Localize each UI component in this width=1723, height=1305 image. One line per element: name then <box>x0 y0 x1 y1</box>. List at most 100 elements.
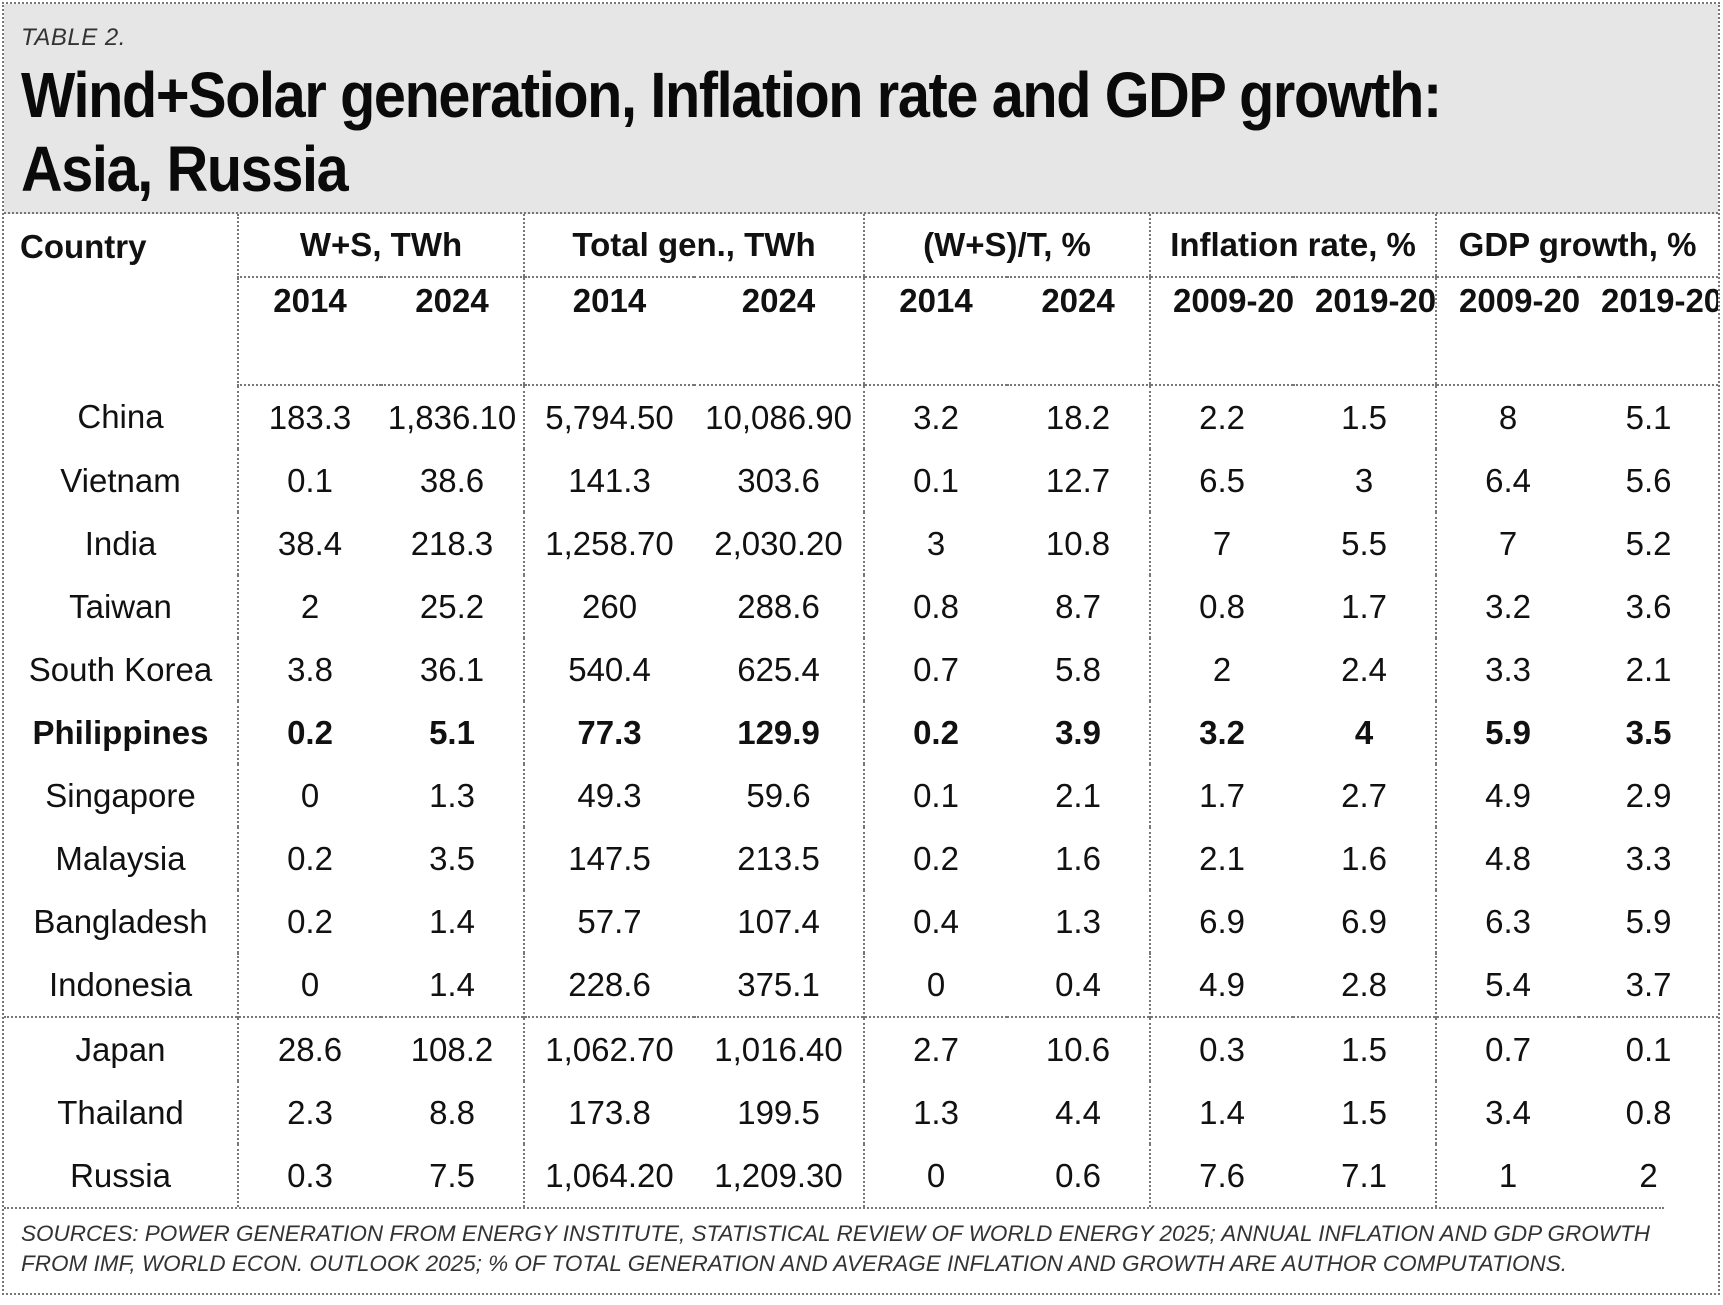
title-line-2: Asia, Russia <box>21 133 349 205</box>
table-row: Thailand 2.3 8.8 173.8 199.5 1.3 4.4 1.4 1.5 3.4 0… <box>4 1081 1718 1144</box>
value-cell: 0.1 <box>863 764 1008 827</box>
value-cell: 1 <box>1435 1144 1580 1207</box>
value-cell: 38.4 <box>237 512 381 575</box>
value-cell: 5.6 <box>1625 461 1672 499</box>
col-group-gdp: GDP growth, % <box>1435 214 1719 278</box>
col-header-country: Country <box>20 228 147 265</box>
value-cell: 228.6 <box>523 953 695 1017</box>
value-cell: 5.9 <box>1625 902 1672 940</box>
country-cell: Philippines <box>32 713 209 751</box>
value-cell: 0.2 <box>237 890 381 953</box>
table-body: China 183.3 1,836.10 5,794.50 10,086.90 3.2 18… <box>4 385 1719 1207</box>
value-cell: 4 <box>1354 713 1374 751</box>
value-cell: 6.3 <box>1435 890 1580 953</box>
value-cell: 1.3 <box>863 1081 1008 1144</box>
value-cell: 107.4 <box>737 902 820 940</box>
table-row: Russia 0.3 7.5 1,064.20 1,209.30 0 0.6 7.6 7.1 1 2 <box>4 1144 1718 1207</box>
value-cell: 3.7 <box>1625 965 1672 1003</box>
col-year: 2009-2018 <box>1149 277 1294 386</box>
value-cell: 0.2 <box>863 827 1008 890</box>
value-cell: 7.6 <box>1149 1144 1294 1207</box>
value-cell: 7 <box>1435 512 1580 575</box>
table-row: South Korea 3.8 36.1 540.4 625.4 0.7 5.8 2 2.4 3.… <box>4 638 1718 701</box>
value-cell: 8.8 <box>429 1093 475 1131</box>
col-year: 2019-2024 <box>1579 277 1719 386</box>
value-cell: 10,086.90 <box>705 398 852 436</box>
table-row: Indonesia 0 1.4 228.6 375.1 0 0.4 4.9 2.8 5.4 3.7 <box>4 953 1718 1017</box>
value-cell: 1.6 <box>1341 839 1387 877</box>
value-cell: 5.1 <box>429 713 475 751</box>
value-cell: 1.5 <box>1341 1093 1387 1131</box>
value-cell: 4.8 <box>1435 827 1580 890</box>
value-cell: 0 <box>863 1144 1008 1207</box>
sources-note: SOURCES: POWER GENERATION FROM ENERGY IN… <box>4 1207 1664 1292</box>
value-cell: 3.3 <box>1435 638 1580 701</box>
value-cell: 1.3 <box>429 776 475 814</box>
value-cell: 2.1 <box>1625 650 1672 688</box>
value-cell: 540.4 <box>523 638 695 701</box>
value-cell: 2.2 <box>1149 385 1294 449</box>
value-cell: 0 <box>237 764 381 827</box>
country-cell: Russia <box>70 1156 171 1194</box>
value-cell: 3 <box>1354 461 1374 499</box>
value-cell: 5,794.50 <box>523 385 695 449</box>
value-cell: 2.3 <box>237 1081 381 1144</box>
value-cell: 1,209.30 <box>714 1156 843 1194</box>
value-cell: 8 <box>1435 385 1580 449</box>
value-cell: 625.4 <box>737 650 820 688</box>
value-cell: 3.2 <box>1435 575 1580 638</box>
table-header: TABLE 2. Wind+Solar generation, Inflatio… <box>4 4 1718 214</box>
value-cell: 2 <box>1639 1156 1658 1194</box>
value-cell: 57.7 <box>523 890 695 953</box>
table-row: Singapore 0 1.3 49.3 59.6 0.1 2.1 1.7 2.7 4.9 2.9 <box>4 764 1718 827</box>
col-group-inflation: Inflation rate, % <box>1149 214 1437 278</box>
value-cell: 0.7 <box>1435 1016 1580 1081</box>
value-cell: 5.8 <box>1055 650 1101 688</box>
value-cell: 0.2 <box>863 701 1008 764</box>
value-cell: 0.3 <box>1149 1016 1294 1081</box>
value-cell: 3 <box>863 512 1008 575</box>
value-cell: 173.8 <box>523 1081 695 1144</box>
value-cell: 260 <box>523 575 695 638</box>
value-cell: 0.4 <box>1055 965 1101 1003</box>
table-row: India 38.4 218.3 1,258.70 2,030.20 3 10.8 7 5.5 7… <box>4 512 1718 575</box>
value-cell: 3.8 <box>237 638 381 701</box>
value-cell: 0.2 <box>237 701 381 764</box>
value-cell: 0.2 <box>237 827 381 890</box>
value-cell: 8.7 <box>1055 587 1101 625</box>
value-cell: 2 <box>237 575 381 638</box>
value-cell: 0.1 <box>237 449 381 512</box>
value-cell: 3.2 <box>1149 701 1294 764</box>
value-cell: 49.3 <box>523 764 695 827</box>
value-cell: 2.4 <box>1341 650 1387 688</box>
value-cell: 2.1 <box>1149 827 1294 890</box>
header-year-row: 2014 2024 2014 2024 2014 2024 2009-2018 … <box>4 277 1719 386</box>
value-cell: 12.7 <box>1045 461 1111 499</box>
country-cell: Malaysia <box>55 839 186 877</box>
value-cell: 0.6 <box>1055 1156 1101 1194</box>
value-cell: 0.1 <box>1579 1016 1719 1081</box>
value-cell: 5.5 <box>1341 524 1387 562</box>
country-cell: Vietnam <box>60 461 181 499</box>
value-cell: 0 <box>863 953 1008 1017</box>
value-cell: 5.2 <box>1625 524 1672 562</box>
value-cell: 5.1 <box>1625 398 1672 436</box>
value-cell: 1.4 <box>429 965 475 1003</box>
col-year: 2014 <box>523 277 695 386</box>
table-row: Taiwan 2 25.2 260 288.6 0.8 8.7 0.8 1.7 3.2 3.6 <box>4 575 1718 638</box>
country-cell: South Korea <box>28 650 213 688</box>
value-cell: 5.4 <box>1435 953 1580 1017</box>
col-group-ws: W+S, TWh <box>236 214 525 278</box>
table-row: Bangladesh 0.2 1.4 57.7 107.4 0.4 1.3 6.9 6.9 6.3… <box>4 890 1718 953</box>
value-cell: 4.4 <box>1055 1093 1101 1131</box>
value-cell: 10.8 <box>1045 524 1111 562</box>
value-cell: 3.6 <box>1625 587 1672 625</box>
value-cell: 1.7 <box>1341 587 1387 625</box>
value-cell: 0.1 <box>863 449 1008 512</box>
value-cell: 129.9 <box>737 713 820 751</box>
value-cell: 213.5 <box>737 839 820 877</box>
table-label: TABLE 2. <box>21 24 126 51</box>
country-cell: Indonesia <box>48 965 193 1003</box>
value-cell: 28.6 <box>237 1016 381 1081</box>
country-cell: China <box>77 398 164 435</box>
